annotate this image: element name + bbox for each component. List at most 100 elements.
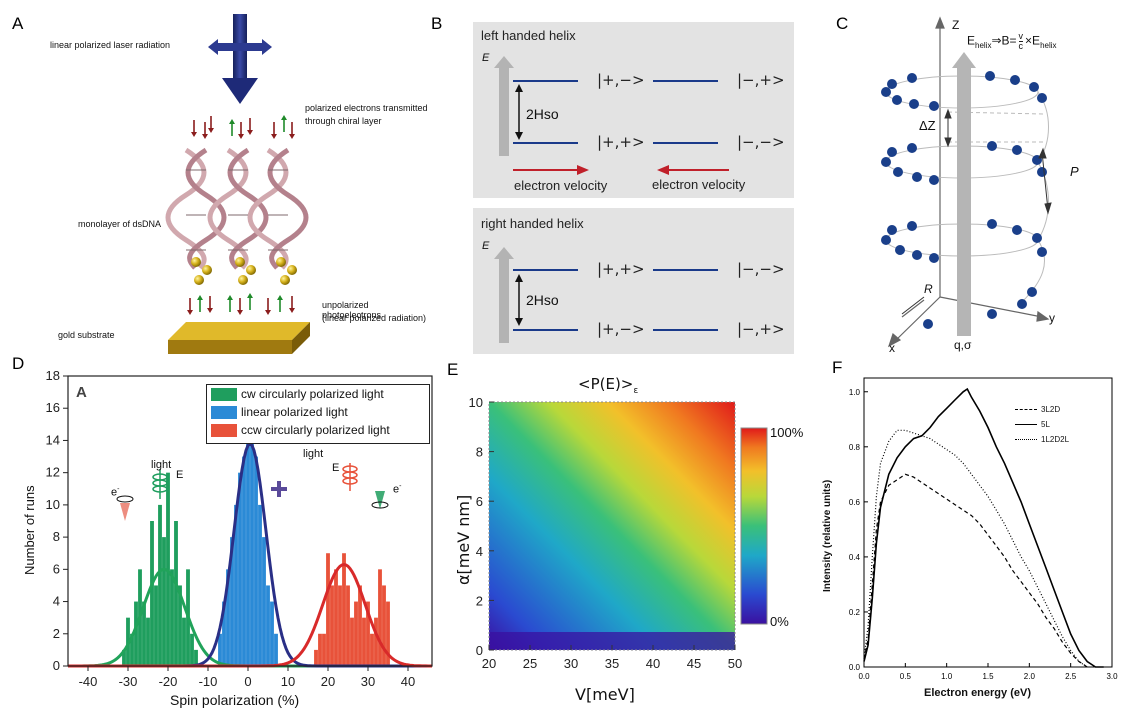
panel-label-b: B bbox=[431, 14, 443, 33]
d-xtick-label-7: 30 bbox=[361, 674, 375, 689]
heatmap-field bbox=[489, 402, 735, 650]
bar-2-1 bbox=[318, 633, 322, 666]
bar-0-7 bbox=[150, 521, 154, 666]
gap-label-left: 2Hso bbox=[526, 106, 559, 122]
panel-f-xlabel: Electron energy (eV) bbox=[924, 687, 1031, 699]
bar-2-18 bbox=[386, 601, 390, 666]
helix-charges bbox=[881, 71, 1047, 329]
z-axis-label: Z bbox=[952, 18, 960, 32]
colorbar-min: 0% bbox=[770, 614, 789, 629]
cw-electron-cone-icon bbox=[116, 495, 134, 521]
f-ytick-label-0: 0.0 bbox=[849, 663, 861, 672]
bar-1-8 bbox=[250, 440, 254, 666]
level-left-bottom-left: |+,+> bbox=[597, 133, 645, 151]
energy-label-left: E bbox=[482, 52, 490, 64]
bar-2-6 bbox=[338, 585, 342, 666]
bar-2-12 bbox=[362, 617, 366, 666]
bar-0-3 bbox=[134, 601, 138, 666]
panel-label-e: E bbox=[447, 360, 459, 379]
electron-label-left: e- bbox=[111, 486, 119, 499]
ccw-electron-cone-icon bbox=[371, 491, 389, 509]
e-ytick-label-0: 0 bbox=[476, 643, 483, 658]
colorbar bbox=[740, 427, 768, 625]
f-xtick-label-3: 1.5 bbox=[982, 672, 994, 681]
bar-0-15 bbox=[182, 617, 186, 666]
bar-2-0 bbox=[314, 649, 318, 666]
bar-0-6 bbox=[146, 617, 150, 666]
bar-2-11 bbox=[358, 585, 362, 666]
photoelectrons-icon bbox=[187, 293, 295, 315]
bar-0-17 bbox=[190, 633, 194, 666]
y-axis-label: y bbox=[1049, 311, 1055, 325]
bar-1-13 bbox=[270, 601, 274, 666]
energy-axis-arrow-left bbox=[499, 68, 509, 156]
bar-2-8 bbox=[346, 585, 350, 666]
bar-2-3 bbox=[326, 553, 330, 666]
bar-0-5 bbox=[142, 601, 146, 666]
panel-e-title-main: <P(E)> bbox=[578, 375, 634, 393]
helix-field-equation: Ehelix⇒B= v c ×Ehelix bbox=[967, 32, 1057, 51]
transmitted-label-1: polarized electrons transmitted bbox=[305, 103, 428, 113]
legend-label-ccw: ccw circularly polarized light bbox=[241, 423, 390, 437]
cw-helix-light-icon bbox=[152, 469, 168, 499]
bar-2-4 bbox=[330, 585, 334, 666]
panel-e-title: <P(E)>ε bbox=[578, 375, 638, 396]
bar-0-9 bbox=[158, 504, 162, 666]
velocity-arrow-right-icon bbox=[513, 165, 589, 175]
photoelectrons-label-2: (linear polarized radiation) bbox=[322, 313, 427, 323]
bar-1-9 bbox=[254, 456, 258, 666]
e-ytick-label-4: 8 bbox=[476, 445, 483, 460]
panel-d-ylabel: Number of runs bbox=[22, 485, 37, 575]
legend-5l: 5L bbox=[1015, 420, 1050, 429]
f-ytick-label-4: 0.8 bbox=[849, 443, 861, 452]
panel-e-ylabel: α[meV nm] bbox=[454, 494, 473, 585]
d-ytick-label-3: 6 bbox=[53, 561, 60, 576]
panel-label-c: C bbox=[836, 14, 849, 33]
transmitted-label-2: through chiral layer bbox=[305, 116, 382, 126]
equation-frac-den: c bbox=[1018, 41, 1024, 51]
photoelectrons-label-1: unpolarized photoelectrons bbox=[322, 300, 382, 320]
d-xtick-label-1: -30 bbox=[119, 674, 138, 689]
helix-field-arrow-icon bbox=[952, 52, 976, 336]
bar-1-0 bbox=[218, 633, 222, 666]
energy-axis-arrow-right bbox=[499, 259, 509, 343]
electron-label-left-sup: - bbox=[117, 486, 120, 493]
f-ytick-label-1: 0.2 bbox=[849, 608, 861, 617]
d-xtick-label-4: 0 bbox=[244, 674, 251, 689]
d-ytick-label-8: 16 bbox=[46, 400, 60, 415]
legend-5l-label: 5L bbox=[1041, 420, 1050, 429]
equation-mid: ⇒B= bbox=[991, 33, 1017, 48]
panel-e-heatmap: 20 25 30 35 40 45 50 0 2 4 6 8 10 bbox=[469, 395, 768, 671]
bar-0-13 bbox=[174, 521, 178, 666]
bar-0-14 bbox=[178, 585, 182, 666]
panel-label-f: F bbox=[832, 358, 843, 377]
bar-2-9 bbox=[350, 617, 354, 666]
energy-label-right: E bbox=[482, 240, 490, 252]
electron-label-left-e: e bbox=[111, 486, 118, 499]
left-helix-box bbox=[473, 22, 794, 198]
f-xtick-label-0: 0.0 bbox=[858, 672, 870, 681]
delta-z-label: ΔZ bbox=[919, 118, 936, 133]
bar-1-4 bbox=[234, 504, 238, 666]
f-ytick-label-3: 0.6 bbox=[849, 498, 861, 507]
radius-label: R bbox=[924, 282, 933, 296]
bar-2-5 bbox=[334, 569, 338, 666]
f-xtick-label-5: 2.5 bbox=[1065, 672, 1077, 681]
panel-b-diagram bbox=[494, 56, 729, 343]
delta-z-arrow-icon bbox=[944, 108, 952, 148]
e-ytick-label-5: 10 bbox=[469, 395, 483, 410]
radius-arrow-icon bbox=[901, 296, 925, 315]
legend-label-cw: cw circularly polarized light bbox=[241, 387, 384, 401]
bar-1-14 bbox=[274, 633, 278, 666]
equation-rhs: ×E bbox=[1025, 33, 1041, 48]
panel-f-linechart: 0.0 0.5 1.0 1.5 2.0 2.5 3.0 0.0 0.2 0.4 0.6 0.8 1.0 bbox=[849, 377, 1118, 681]
level-right-bottom-right: |−,+> bbox=[737, 320, 785, 338]
electron-label-right-sup: - bbox=[399, 483, 402, 490]
e-xtick-label-2: 30 bbox=[564, 656, 578, 671]
d-ytick-label-4: 8 bbox=[53, 529, 60, 544]
level-right-bottom-left: |+,−> bbox=[597, 320, 645, 338]
bar-0-10 bbox=[162, 537, 166, 666]
linear-light-icon bbox=[271, 481, 287, 497]
d-ytick-label-6: 12 bbox=[46, 465, 60, 480]
panel-d-xlabel: Spin polarization (%) bbox=[170, 692, 300, 708]
